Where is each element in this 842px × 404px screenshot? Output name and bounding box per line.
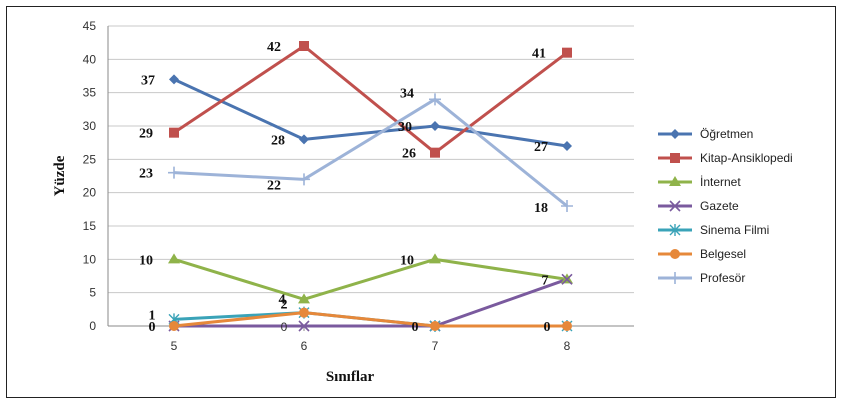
data-label: 27 xyxy=(534,140,548,155)
series-line-2 xyxy=(173,257,568,301)
legend-label: Öğretmen xyxy=(700,127,753,141)
series-line-5 xyxy=(173,311,567,328)
series-line-6 xyxy=(173,97,568,208)
data-point-1-0 xyxy=(169,127,179,138)
data-label: 26 xyxy=(402,147,416,162)
data-label: 28 xyxy=(271,133,285,148)
data-point-6-1 xyxy=(298,173,310,186)
data-point-6-2 xyxy=(429,93,441,106)
legend-label: Belgesel xyxy=(700,247,746,261)
series-line-1 xyxy=(173,44,568,155)
data-label: 1 xyxy=(149,308,156,323)
data-point-0-1 xyxy=(299,134,309,145)
data-point-1-2 xyxy=(430,147,440,158)
y-tick-label: 45 xyxy=(83,19,97,33)
legend-label: Kitap-Ansiklopedi xyxy=(700,151,793,165)
data-point-legend-6 xyxy=(669,272,681,284)
y-tick-label: 35 xyxy=(83,86,97,100)
data-label: 34 xyxy=(400,86,414,101)
data-label: 0 xyxy=(149,320,156,335)
series-line-0 xyxy=(173,77,568,148)
y-tick-label: 5 xyxy=(89,286,96,300)
y-tick-label: 30 xyxy=(83,119,97,133)
data-label: 0 xyxy=(412,320,419,335)
data-label: 30 xyxy=(398,120,412,135)
legend-label: İnternet xyxy=(700,175,741,189)
data-point-5-2 xyxy=(430,321,440,331)
x-tick-label: 6 xyxy=(301,339,308,353)
x-axis-title: Sınıflar xyxy=(326,369,375,385)
x-tick-label: 5 xyxy=(171,339,178,353)
data-point-0-0 xyxy=(169,74,179,85)
data-point-0-3 xyxy=(562,141,572,151)
y-tick-label: 15 xyxy=(83,219,97,233)
data-point-1-3 xyxy=(562,47,572,58)
data-point-legend-5 xyxy=(670,249,680,259)
x-tick-label: 8 xyxy=(564,339,571,353)
y-tick-label: 40 xyxy=(83,52,97,66)
series-line-3 xyxy=(174,277,568,328)
data-label: 10 xyxy=(400,253,414,268)
data-point-legend-4 xyxy=(669,224,681,236)
y-tick-label: 0 xyxy=(89,319,96,333)
data-point-5-0 xyxy=(169,321,179,331)
data-label: 42 xyxy=(267,40,281,55)
data-label: 37 xyxy=(141,73,155,88)
data-point-2-2 xyxy=(429,253,441,264)
data-point-6-3 xyxy=(561,200,573,212)
x-tick-label: 7 xyxy=(432,339,439,353)
data-point-5-1 xyxy=(299,307,309,318)
data-point-2-0 xyxy=(168,253,180,264)
y-axis-title: Yüzde xyxy=(52,155,68,196)
data-label: 10 xyxy=(139,253,153,268)
legend-label: Gazete xyxy=(700,199,739,213)
y-tick-label: 25 xyxy=(83,152,97,166)
data-label: 23 xyxy=(139,167,153,182)
chart-frame xyxy=(6,6,836,398)
data-label: 22 xyxy=(267,178,281,193)
data-point-legend-3 xyxy=(669,200,681,212)
data-label: 2 xyxy=(281,298,288,313)
data-point-legend-2 xyxy=(669,176,681,186)
data-point-1-1 xyxy=(299,41,309,51)
data-label: 29 xyxy=(139,127,153,142)
data-point-3-3 xyxy=(561,273,573,285)
y-tick-label: 10 xyxy=(83,252,97,266)
data-label: 0 xyxy=(544,320,551,335)
data-point-legend-0 xyxy=(670,129,680,139)
data-point-3-1 xyxy=(298,320,310,332)
y-tick-label: 20 xyxy=(83,186,97,200)
data-label: 18 xyxy=(534,201,548,216)
legend-label: Sinema Filmi xyxy=(700,223,769,237)
data-label: 41 xyxy=(532,47,546,62)
data-point-2-1 xyxy=(298,293,310,304)
data-label: 0 xyxy=(281,320,288,334)
legend-label: Profesör xyxy=(700,271,745,285)
data-label: 4 xyxy=(279,292,286,307)
data-point-6-0 xyxy=(168,166,180,179)
data-label: 7 xyxy=(542,273,549,288)
data-point-0-2 xyxy=(430,121,440,131)
data-point-5-3 xyxy=(562,321,572,331)
data-point-legend-1 xyxy=(670,153,680,163)
